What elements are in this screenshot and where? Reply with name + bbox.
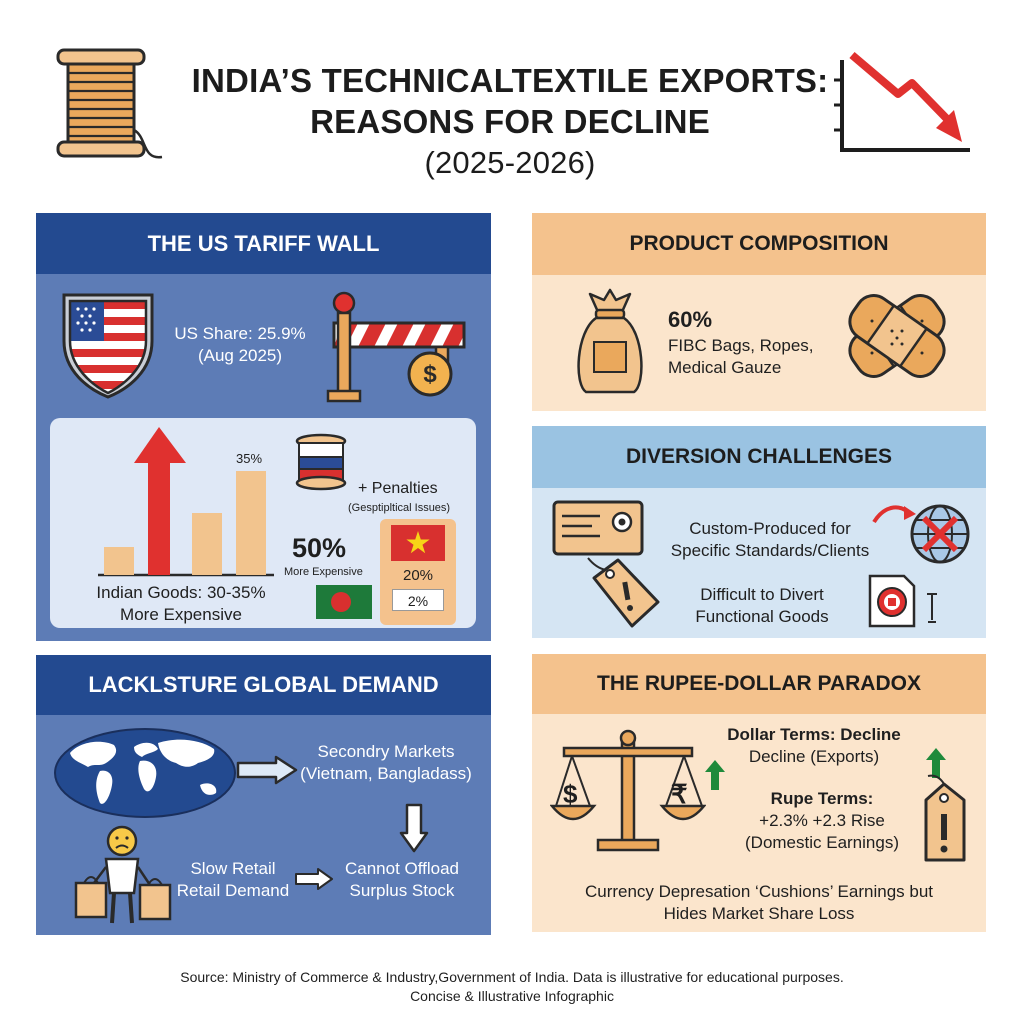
twenty-pct: 20%	[402, 567, 434, 584]
scale-rupee-symbol: ₹	[671, 779, 688, 809]
scale-dollar-symbol: $	[563, 779, 578, 809]
decline-chart-icon	[830, 50, 975, 160]
us-flag-shield-icon	[60, 289, 156, 399]
diversion-challenges-panel: DIVERSION CHALLENGES Custom-Produced for…	[532, 426, 986, 638]
title-line-3: (2025-2026)	[424, 145, 596, 180]
product-composition-panel: PRODUCT COMPOSITION 60% FIBC Bags, Ropes…	[532, 213, 986, 411]
vietnam-flag-icon	[391, 525, 445, 561]
bandage-icon	[842, 291, 952, 381]
us-share-text: US Share: 25.9% (Aug 2025)	[160, 323, 320, 367]
barrier-icon	[324, 289, 474, 407]
slow-line2: Retail Demand	[176, 881, 290, 900]
tariff-bar-chart	[96, 423, 276, 583]
diversion-challenges-header: DIVERSION CHALLENGES	[532, 426, 986, 488]
svg-text:$: $	[423, 361, 437, 388]
title-line-1: INDIA’S TECHNICALTEXTILE EXPORTS:	[191, 62, 829, 99]
us-share-value: US Share: 25.9%	[174, 324, 306, 343]
dollar-line1: Dollar Terms: Decline	[727, 725, 901, 744]
cannot-line1: Cannot Offload	[344, 859, 460, 878]
bar-1	[104, 547, 134, 575]
penalties-text: + Penalties	[358, 480, 438, 497]
indian-goods-text: Indian Goods: 30-35% More Expensive	[76, 582, 286, 626]
dollar-terms-text: Dollar Terms: Decline Decline (Exports)	[708, 724, 920, 768]
global-demand-panel: LACKLSTURE GLOBAL DEMAND Secondry Market…	[36, 655, 491, 935]
slow-retail-text: Slow Retail Retail Demand	[158, 858, 308, 902]
product-composition-title: PRODUCT COMPOSITION	[629, 232, 889, 255]
rupee-line3: (Domestic Earnings)	[745, 833, 899, 852]
card-icon	[552, 500, 644, 556]
footer-source: Source: Ministry of Commerce & Industry,…	[180, 969, 844, 985]
us-tariff-wall-title: THE US TARIFF WALL	[147, 231, 380, 256]
balance-scale-icon	[549, 728, 707, 854]
diversion-challenges-title: DIVERSION CHALLENGES	[625, 445, 893, 468]
sack-icon	[572, 288, 648, 396]
fifty-pct: 50%	[292, 533, 347, 563]
secondary-markets-text: Secondry Markets (Vietnam, Bangladass)	[291, 741, 481, 785]
page-title: INDIA’S TECHNICALTEXTILE EXPORTS: REASON…	[170, 60, 850, 183]
secondary-line2: (Vietnam, Bangladass)	[300, 764, 472, 783]
green-arrow-up-icon	[704, 758, 726, 792]
geopolitical-text: (Gesptipltical Issues)	[348, 502, 451, 514]
red-arrow-up-icon	[134, 427, 186, 575]
currency-line1: Currency Depresation ‘Cushions’ Earnings…	[584, 882, 934, 901]
diversion-line2: Specific Standards/Clients	[670, 541, 870, 560]
spool-icon	[52, 42, 167, 167]
bar-4	[236, 471, 266, 575]
product-composition-header: PRODUCT COMPOSITION	[532, 213, 986, 275]
rupee-line2: +2.3% +2.3 Rise	[759, 811, 885, 830]
document-icon	[868, 572, 942, 630]
rupee-terms-text: Rupe Terms: +2.3% +2.3 Rise (Domestic Ea…	[728, 788, 916, 854]
composition-line2: Medical Gauze	[668, 358, 782, 377]
two-pct: 2%	[407, 593, 429, 609]
two-pct-box	[392, 589, 444, 611]
us-share-date: (Aug 2025)	[197, 346, 283, 365]
tag-warning-icon	[580, 552, 666, 632]
green-arrow-up-icon-2	[925, 746, 947, 780]
rupee-line1: Rupe Terms:	[770, 789, 874, 808]
cannot-offload-text: Cannot Offload Surplus Stock	[332, 858, 472, 902]
currency-line2: Hides Market Share Loss	[663, 904, 855, 923]
arrow-down-icon	[399, 803, 429, 853]
rupee-dollar-title: THE RUPEE-DOLLAR PARADOX	[597, 672, 921, 695]
world-map-icon	[50, 723, 240, 821]
global-demand-title: LACKLSTURE GLOBAL DEMAND	[88, 672, 439, 697]
indian-goods-line2: More Expensive	[120, 605, 242, 624]
bar-label-35: 35%	[236, 451, 263, 466]
footer: Source: Ministry of Commerce & Industry,…	[0, 968, 1024, 1006]
difficult-divert-text: Difficult to Divert Functional Goods	[662, 584, 862, 628]
globe-blocked-icon	[868, 500, 976, 566]
composition-line1: FIBC Bags, Ropes,	[668, 336, 814, 355]
diversion-line4: Functional Goods	[695, 607, 829, 626]
slow-line1: Slow Retail	[190, 859, 276, 878]
global-demand-header: LACKLSTURE GLOBAL DEMAND	[36, 655, 491, 715]
rupee-dollar-header: THE RUPEE-DOLLAR PARADOX	[532, 654, 986, 714]
russia-spool-icon	[294, 433, 348, 491]
composition-pct: 60%	[668, 307, 713, 332]
arrow-right-small-icon	[294, 867, 334, 891]
us-tariff-wall-header: THE US TARIFF WALL	[36, 213, 491, 274]
bar-3	[192, 513, 222, 575]
composition-items: FIBC Bags, Ropes, Medical Gauze	[668, 335, 814, 379]
dollar-line2: Decline (Exports)	[748, 747, 880, 766]
more-expensive-small: More Expensive	[284, 566, 363, 578]
diversion-line1: Custom-Produced for	[689, 519, 851, 538]
indian-goods-line1: Indian Goods: 30-35%	[96, 583, 266, 602]
arrow-right-icon	[236, 755, 298, 785]
shopper-icon	[70, 823, 174, 931]
dollar-coin-icon: $	[406, 350, 454, 398]
us-tariff-wall-panel: THE US TARIFF WALL US Share: 25.9% (Aug …	[36, 213, 491, 641]
currency-text: Currency Depresation ‘Cushions’ Earnings…	[546, 881, 972, 925]
secondary-line1: Secondry Markets	[317, 742, 455, 761]
tag-warning-icon-2	[912, 772, 976, 868]
cannot-line2: Surplus Stock	[349, 881, 455, 900]
footer-note: Concise & Illustrative Infographic	[410, 988, 614, 1004]
title-line-2: REASONS FOR DECLINE	[310, 103, 710, 140]
custom-produced-text: Custom-Produced for Specific Standards/C…	[650, 518, 890, 562]
diversion-line3: Difficult to Divert	[700, 585, 824, 604]
bangladesh-flag-icon	[316, 585, 372, 619]
rupee-dollar-panel: THE RUPEE-DOLLAR PARADOX $ ₹ Dollar Term…	[532, 654, 986, 932]
